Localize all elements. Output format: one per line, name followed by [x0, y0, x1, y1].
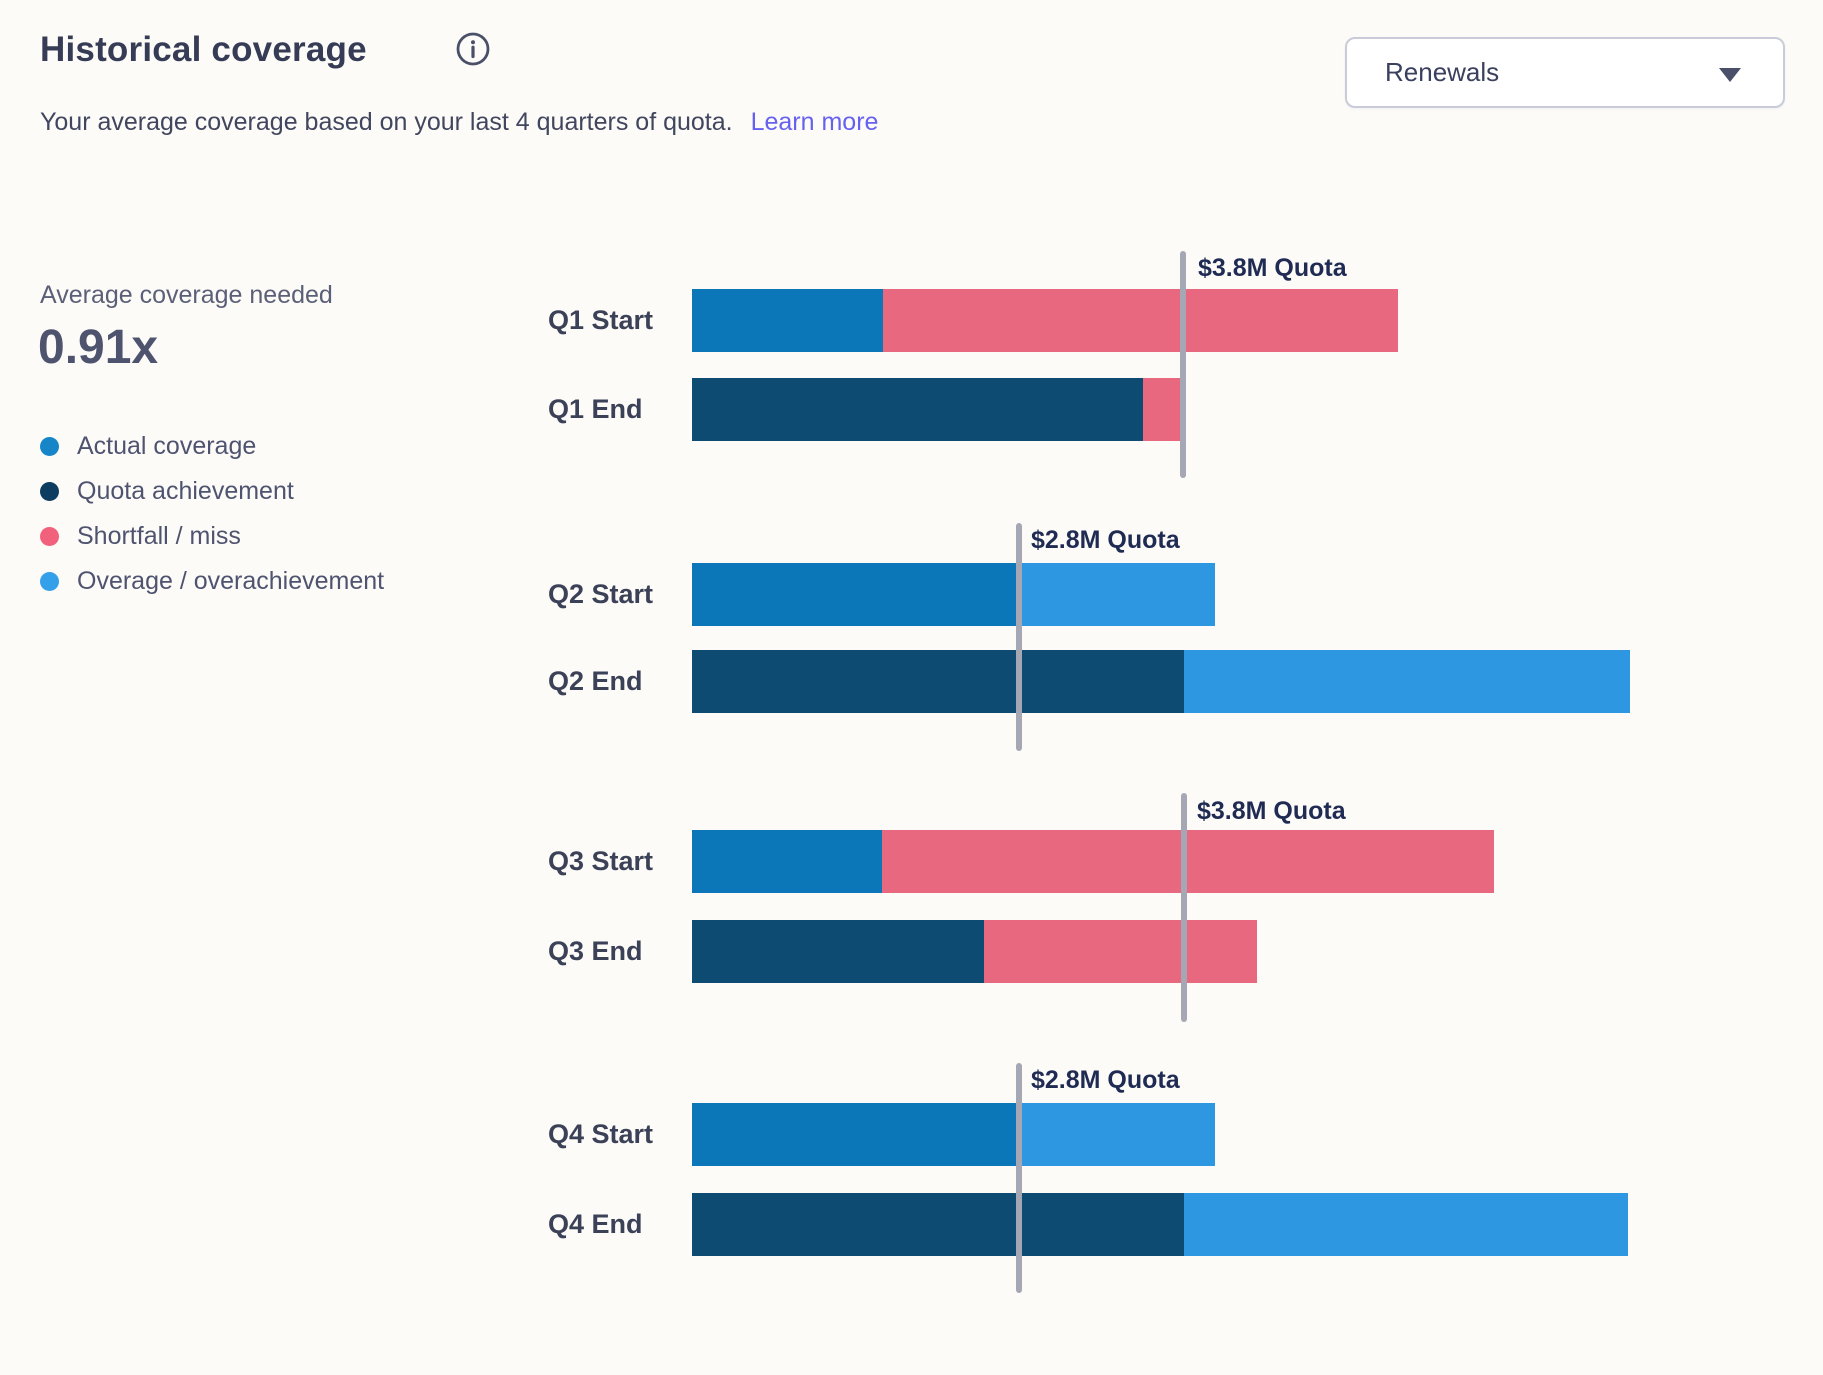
- quota-line-3: [1181, 793, 1187, 1022]
- bar-segment-q4-start-actual-coverage: [692, 1103, 1019, 1166]
- legend-item-actual-coverage: Actual coverage: [40, 424, 384, 469]
- quota-line-2: [1016, 523, 1022, 751]
- bar-segment-q3-start-shortfall-miss: [882, 830, 1494, 893]
- average-coverage-value: 0.91x: [38, 321, 159, 374]
- bar-segment-q2-end-overage: [1184, 650, 1630, 713]
- info-icon[interactable]: [455, 31, 491, 67]
- bar-segment-q2-start-actual-coverage: [692, 563, 1019, 626]
- row-label-q1-start: Q1 Start: [548, 305, 654, 335]
- legend-dot-overage: [40, 572, 59, 591]
- page-title: Historical coverage: [40, 30, 367, 69]
- legend-item-label: Shortfall / miss: [77, 522, 241, 550]
- subtitle-row: Your average coverage based on your last…: [40, 108, 878, 137]
- bar-segment-q4-end-quota-achievement: [692, 1193, 1184, 1256]
- quota-label-1: $3.8M Quota: [1198, 254, 1347, 282]
- bar-segment-q2-start-overage: [1019, 563, 1215, 626]
- bar-segment-q3-end-shortfall-miss: [984, 920, 1257, 983]
- bar-segment-q3-end-quota-achievement: [692, 920, 984, 983]
- quota-label-4: $2.8M Quota: [1031, 1066, 1180, 1094]
- quota-line-4: [1016, 1063, 1022, 1293]
- subtitle-text: Your average coverage based on your last…: [40, 108, 733, 136]
- legend-item-overage-overachievement: Overage / overachievement: [40, 559, 384, 604]
- quota-label-3: $3.8M Quota: [1197, 797, 1346, 825]
- legend: Actual coverage Quota achievement Shortfal…: [40, 424, 384, 604]
- row-label-q4-start: Q4 Start: [548, 1119, 654, 1149]
- legend-item-quota-achievement: Quota achievement: [40, 469, 384, 514]
- bar-segment-q1-start-shortfall-miss: [883, 289, 1398, 352]
- row-label-q4-end: Q4 End: [548, 1209, 643, 1239]
- legend-item-label: Actual coverage: [77, 432, 257, 460]
- quota-label-2: $2.8M Quota: [1031, 526, 1180, 554]
- row-label-q2-end: Q2 End: [548, 666, 643, 696]
- legend-dot-quota: [40, 482, 59, 501]
- bar-segment-q3-start-actual-coverage: [692, 830, 882, 893]
- legend-item-shortfall-miss: Shortfall / miss: [40, 514, 384, 559]
- bar-segment-q2-end-quota-achievement: [692, 650, 1184, 713]
- average-coverage-label: Average coverage needed: [40, 281, 333, 309]
- dropdown-selected-value: Renewals: [1385, 57, 1500, 87]
- row-label-q2-start: Q2 Start: [548, 579, 654, 609]
- bar-segment-q1-start-actual-coverage: [692, 289, 883, 352]
- legend-dot-actual: [40, 437, 59, 456]
- legend-item-label: Quota achievement: [77, 477, 294, 505]
- legend-dot-shortfall: [40, 527, 59, 546]
- row-label-q3-end: Q3 End: [548, 936, 643, 966]
- row-label-q3-start: Q3 Start: [548, 846, 654, 876]
- chevron-down-icon: [1719, 68, 1741, 82]
- bar-segment-q4-end-overage: [1184, 1193, 1628, 1256]
- learn-more-link[interactable]: Learn more: [750, 108, 879, 136]
- bar-segment-q1-end-quota-achievement: [692, 378, 1143, 441]
- row-label-q1-end: Q1 End: [548, 394, 643, 424]
- legend-item-label: Overage / overachievement: [77, 567, 385, 595]
- quota-line-1: [1180, 251, 1186, 478]
- renewals-dropdown[interactable]: Renewals: [1345, 37, 1785, 108]
- bar-segment-q4-start-overage: [1019, 1103, 1215, 1166]
- bar-segment-q1-end-shortfall-miss: [1143, 378, 1184, 441]
